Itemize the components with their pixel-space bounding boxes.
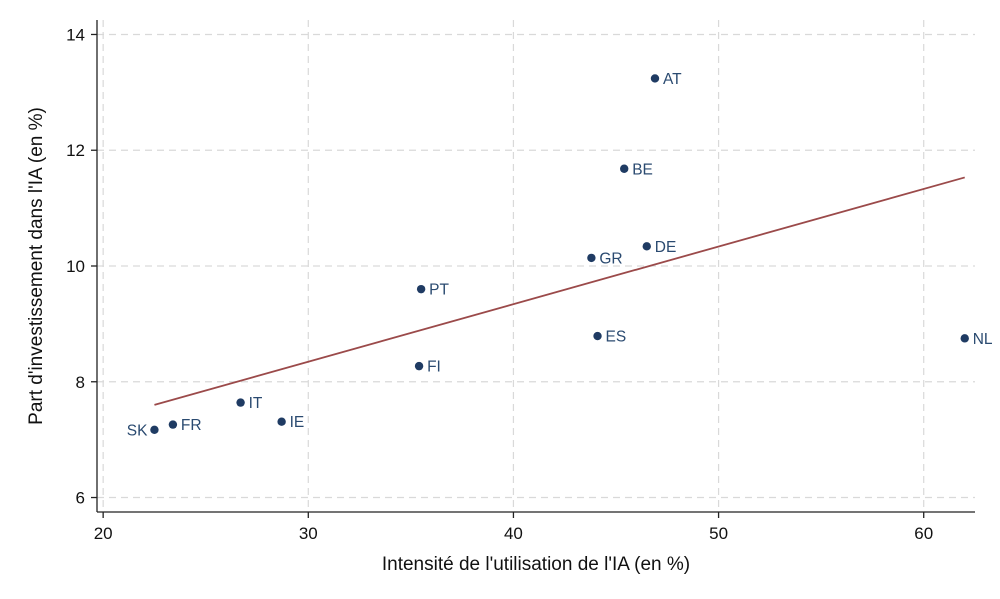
y-tick-label: 14 <box>66 25 85 44</box>
fit-line <box>154 176 965 406</box>
x-tick-label: 30 <box>299 524 318 543</box>
point-label-be: BE <box>632 161 653 178</box>
data-point-fi <box>414 361 424 371</box>
x-tick-label: 40 <box>504 524 523 543</box>
point-label-fi: FI <box>427 359 441 376</box>
data-point-de <box>642 242 651 251</box>
x-tick-label: 20 <box>94 524 113 543</box>
x-tick-label: 50 <box>709 524 728 543</box>
data-point-be <box>620 164 629 173</box>
data-points: SK FR IT IE FI PT GR ES BE DE AT NL <box>127 71 993 439</box>
data-point-nl <box>960 334 969 343</box>
data-point-ie <box>277 417 286 426</box>
point-label-at: AT <box>663 71 682 88</box>
fit-line-group <box>154 176 965 406</box>
data-point-fr <box>168 420 178 429</box>
x-axis-title: Intensité de l'utilisation de l'IA (en %… <box>382 554 690 575</box>
point-label-pt: PT <box>429 282 449 299</box>
point-label-ie: IE <box>290 414 305 431</box>
grid-lines <box>97 20 975 512</box>
y-tick-label: 10 <box>66 257 85 276</box>
y-tick-label: 12 <box>66 141 85 160</box>
point-label-es: ES <box>606 329 627 346</box>
data-point-es <box>593 331 602 341</box>
data-point-it <box>236 398 245 407</box>
y-tick-label: 8 <box>76 373 85 392</box>
y-axis-title: Part d'investissement dans l'IA (en %) <box>26 107 47 425</box>
data-point-sk <box>150 425 159 435</box>
point-label-it: IT <box>249 395 263 412</box>
point-label-nl: NL <box>973 331 993 348</box>
x-tick-label: 60 <box>914 524 933 543</box>
point-label-sk: SK <box>127 422 148 439</box>
y-tick-label: 6 <box>76 489 85 508</box>
data-point-gr <box>587 253 596 263</box>
point-label-de: DE <box>655 239 677 256</box>
point-label-fr: FR <box>181 417 202 434</box>
point-label-gr: GR <box>599 250 622 267</box>
data-point-pt <box>416 284 426 294</box>
axes: 20 30 40 50 60 6 8 10 12 14 <box>66 20 975 543</box>
data-point-at <box>650 74 660 83</box>
